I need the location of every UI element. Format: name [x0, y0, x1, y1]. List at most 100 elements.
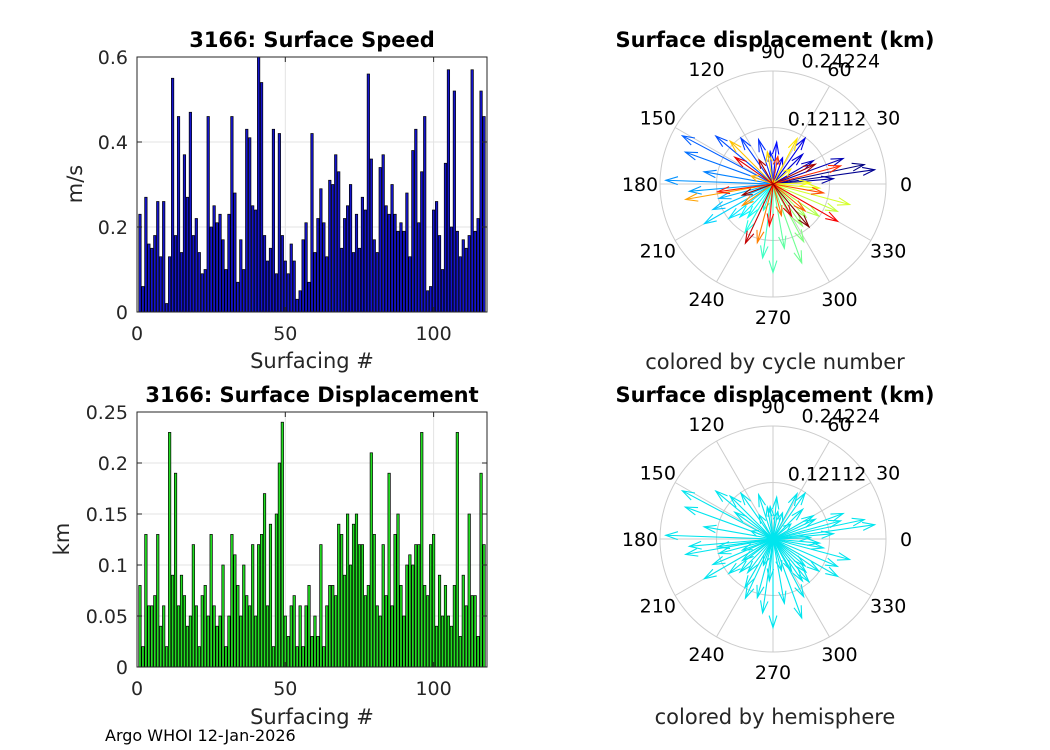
displacement-arrow — [772, 538, 793, 574]
bar — [248, 137, 252, 313]
bar — [274, 273, 278, 313]
displacement-arrow — [746, 183, 774, 220]
y-tick-label: 0.2 — [98, 453, 128, 475]
bar — [188, 111, 192, 313]
bar — [473, 595, 477, 668]
bar — [325, 256, 329, 313]
displacement-arrow — [733, 156, 774, 185]
bar — [277, 462, 281, 668]
bar — [313, 252, 317, 313]
bar — [227, 615, 231, 668]
bar — [348, 184, 353, 313]
bar — [476, 636, 480, 668]
bar — [387, 213, 391, 313]
bar — [372, 239, 376, 313]
bar — [310, 636, 314, 668]
bar — [203, 585, 207, 668]
bar — [470, 69, 474, 313]
displacement-arrow — [772, 538, 811, 584]
bar — [159, 256, 163, 313]
polar-angle-label: 0 — [900, 529, 912, 551]
polar-angle-label: 0 — [900, 174, 912, 196]
polar-angle-label: 210 — [640, 241, 676, 263]
bar — [260, 534, 264, 668]
bar — [375, 605, 379, 668]
bar — [432, 209, 436, 313]
displacement-arrow — [714, 134, 774, 185]
bar — [319, 544, 323, 668]
bar — [260, 82, 264, 313]
bar — [340, 247, 344, 313]
x-tick-label: 50 — [273, 678, 297, 700]
axes-box — [136, 411, 488, 668]
x-tick-label: 0 — [131, 678, 143, 700]
bar — [328, 585, 332, 668]
bar — [227, 213, 231, 313]
displacement-arrow — [756, 538, 774, 600]
bar — [230, 116, 234, 313]
bar — [411, 150, 415, 313]
bar — [179, 574, 184, 668]
bar — [420, 171, 424, 313]
displacement-arrow — [772, 183, 804, 228]
bar — [343, 218, 347, 313]
bar — [423, 585, 427, 668]
displacement-arrow — [772, 538, 821, 573]
displacement-arrow — [772, 136, 799, 185]
bar — [354, 513, 359, 668]
bar — [411, 564, 415, 668]
displacement-arrow — [772, 154, 781, 185]
bar — [316, 218, 320, 313]
displacement-arrow — [772, 183, 811, 229]
bar — [176, 116, 181, 313]
bar — [402, 230, 406, 313]
displacement-arrow — [772, 179, 813, 187]
displacement-arrow — [733, 511, 774, 540]
bar — [188, 615, 192, 668]
bar — [443, 162, 448, 313]
bar — [262, 493, 267, 668]
displacement-arrow — [772, 523, 792, 540]
bar — [334, 154, 338, 313]
displacement-arrow — [766, 538, 775, 583]
bar — [378, 167, 382, 313]
bar — [417, 222, 421, 313]
bar — [331, 585, 335, 668]
bar — [254, 209, 258, 313]
displacement-arrow — [772, 162, 867, 185]
displacement-arrow — [739, 491, 774, 540]
bar — [203, 269, 207, 313]
displacement-arrow — [772, 136, 807, 185]
bar — [476, 218, 480, 313]
bar — [165, 303, 169, 313]
bar — [221, 564, 225, 668]
bar — [138, 213, 142, 313]
bar — [138, 585, 142, 668]
displacement-arrow — [740, 183, 774, 207]
bar — [325, 605, 329, 668]
displacement-arrow — [702, 169, 774, 185]
bar — [331, 184, 335, 313]
bar — [307, 585, 311, 668]
polar-angle-label: 90 — [761, 41, 785, 63]
bar — [173, 472, 178, 668]
polar-cycle-title: Surface displacement (km) — [615, 28, 934, 52]
bar — [354, 213, 359, 313]
displacement-arrow — [687, 538, 774, 550]
displacement-arrow — [772, 159, 816, 185]
displacement-arrow — [772, 538, 840, 578]
bar — [473, 230, 477, 313]
displacement-arrow — [664, 531, 774, 541]
bar — [467, 235, 471, 313]
displacement-arrow — [739, 136, 774, 185]
bar — [313, 615, 317, 668]
polar-angle-label: 330 — [870, 596, 906, 618]
displacement-arrow — [772, 168, 792, 185]
bar — [360, 544, 364, 668]
bar — [346, 513, 350, 668]
bar — [301, 239, 305, 313]
y-tick-label: 0 — [116, 657, 128, 679]
displacement-arrow — [717, 183, 774, 200]
displacement-arrow — [772, 183, 821, 218]
bar — [375, 252, 379, 313]
